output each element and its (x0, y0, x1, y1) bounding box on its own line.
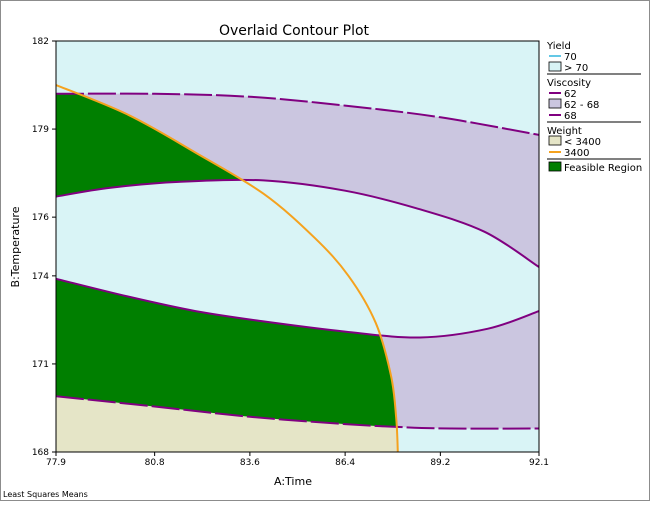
x-tick-label: 83.6 (240, 458, 260, 468)
x-tick-label: 89.2 (430, 458, 450, 468)
y-tick-label: 171 (32, 360, 49, 370)
plot-area (56, 41, 539, 452)
x-tick-label: 80.8 (145, 458, 165, 468)
legend-group-title: Weight (547, 126, 582, 137)
viscosity-68-contour-lower (56, 277, 539, 339)
viscosity-region-upper (56, 93, 539, 267)
y-axis-label: B:Temperature (9, 206, 22, 287)
legend-group-title: Yield (546, 41, 571, 52)
x-tick-label: 92.1 (529, 458, 549, 468)
chart-title: Overlaid Contour Plot (219, 23, 370, 39)
legend-item-label: 3400 (564, 148, 589, 159)
legend-item-label: 62 - 68 (564, 100, 599, 111)
legend-item-label: Feasible Region (564, 163, 642, 174)
viscosity-62-contour (56, 395, 539, 430)
weight-region-bottom (56, 396, 398, 452)
x-tick-label: 86.4 (335, 458, 355, 468)
y-tick-label: 182 (32, 37, 49, 47)
y-tick-label: 174 (32, 272, 49, 282)
legend-swatch (548, 98, 562, 109)
x-axis-label: A:Time (274, 475, 312, 488)
legend-swatch (548, 135, 562, 146)
legend-group-title: Viscosity (547, 78, 591, 89)
legend-swatch (548, 161, 562, 172)
y-tick-label: 176 (32, 213, 49, 223)
viscosity-68-contour-inner (56, 178, 539, 268)
weight-3400-contour (56, 84, 399, 452)
legend-item-label: 68 (564, 111, 577, 122)
legend-item-label: < 3400 (564, 137, 601, 148)
viscosity-68-contour-top (56, 92, 539, 136)
legend-item-label: 62 (564, 89, 577, 100)
y-tick-label: 179 (32, 125, 49, 135)
legend-item-label: > 70 (564, 63, 588, 74)
legend-item-label: 70 (564, 52, 577, 63)
plot-border (55, 40, 540, 453)
axes: 77.9 80.8 83.6 86.4 89.2 92.1 168 171 174 176 179 1… (32, 37, 549, 468)
legend-swatch (548, 61, 562, 72)
y-tick-label: 168 (32, 448, 49, 458)
feasible-region-lower (56, 278, 398, 429)
x-tick-label: 77.9 (46, 458, 66, 468)
footer-note: Least Squares Means (3, 490, 88, 499)
